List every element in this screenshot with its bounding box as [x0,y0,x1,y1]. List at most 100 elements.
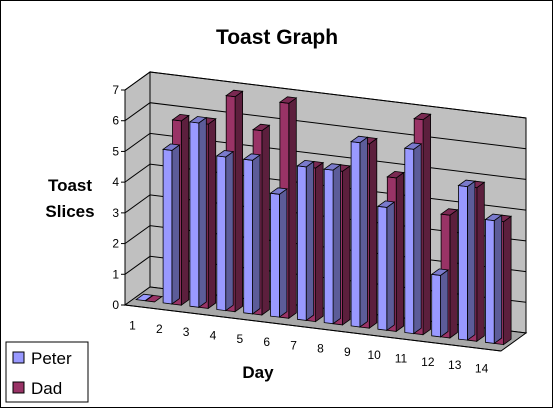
bar-top [350,135,369,144]
bar-side [493,214,503,345]
y-tick-label: 1 [112,267,119,281]
bar-peter-day-10 [376,200,396,332]
x-tick-label: 14 [475,361,489,375]
bar-side [225,150,234,312]
bar-peter-day-2 [162,143,181,305]
bar-side [234,90,244,313]
bar-peter-day-7 [296,159,315,322]
legend-swatch-dad [12,381,25,394]
bar-side [198,116,207,309]
x-tick-label: 3 [183,325,190,339]
y-axis-label-line-2: Slices [45,202,94,221]
x-tick-label: 13 [448,358,462,372]
chart-title: Toast Graph [216,26,338,49]
bar-side [413,143,422,335]
bar-peter-day-6 [269,187,288,318]
bar-top [484,213,503,222]
bar-peter-day-8 [323,163,342,325]
bar-peter-day-4 [215,150,235,312]
x-axis-line [124,304,502,352]
bar-top [457,179,476,188]
bar-side [278,188,288,318]
bar-side [207,118,217,310]
legend-label-dad: Dad [31,379,62,398]
bar-side [252,154,261,315]
grid-line [124,102,527,150]
bar-top [252,123,271,132]
y-axis-label-line-1: Toast [48,176,92,195]
y-tick-label: 0 [112,298,119,312]
y-tick-label: 5 [112,144,119,158]
bar-side [288,97,297,320]
bar-top [403,142,423,150]
y-tick-label: 7 [112,83,119,97]
bar-front [216,155,227,312]
bar-front [162,148,173,305]
bar-peter-day-1 [135,293,154,302]
x-tick-label: 5 [237,332,244,346]
bar-top [162,143,181,151]
y-tick-label: 3 [112,206,119,220]
x-tick-label: 8 [317,342,324,356]
y-tick-label: 6 [112,114,119,128]
bar-top [135,293,154,302]
bar-top [278,96,298,104]
bar-peter-day-13 [457,179,476,341]
bar-front [484,219,495,344]
bar-peter-day-3 [188,116,208,309]
bar-side [422,113,432,336]
bar-side [449,209,458,339]
bar-top [386,170,405,179]
bar-front [404,147,415,335]
bar-front [270,192,280,318]
x-tick-label: 7 [290,338,297,352]
bar-front [189,121,200,308]
grid-line [124,71,527,119]
bar-top [440,208,459,216]
bar-front [323,168,334,325]
bar-peter-day-12 [430,268,450,338]
bar-side [395,171,405,333]
bar-peter-day-9 [350,135,369,328]
bar-peter-day-5 [242,153,262,315]
legend: Peter Dad [5,341,89,403]
bar-side [440,269,449,338]
bar-side [342,165,351,326]
bar-side [171,144,180,305]
bar-side [476,181,485,343]
bar-top [171,113,190,122]
bar-top [242,153,262,161]
x-tick-label: 9 [344,345,351,359]
bar-dad-day-12 [440,208,459,339]
x-axis-label: Day [242,363,274,382]
bar-side [466,180,476,341]
x-tick-label: 11 [395,352,408,366]
bar-side [332,163,342,325]
y-tick-labels: 0 1 2 3 4 5 6 7 [112,83,125,312]
bar-top [215,150,235,158]
legend-label-peter: Peter [31,349,72,368]
x-tick-label: 2 [156,322,163,336]
x-tick-label: 12 [421,355,435,369]
y-tick-label: 4 [112,175,119,189]
bar-top [323,163,342,171]
x-tick-label: 10 [367,348,381,362]
bar-front [458,185,468,341]
bar-peter-day-11 [403,142,423,335]
x-tick-labels: 1 2 3 4 5 6 7 8 9 10 11 12 13 14 [124,304,502,375]
bar-side [359,136,368,328]
bar-peter-day-14 [484,213,503,345]
side-wall [124,71,151,306]
y-tick-label: 2 [112,237,119,251]
bar-top [413,112,432,121]
bar-top [188,116,208,124]
x-tick-label: 4 [210,329,217,343]
bar-side [180,114,190,306]
bar-top [376,200,396,208]
bar-side [261,124,270,316]
bar-top [296,159,315,168]
bar-front [350,141,361,328]
bar-front [377,205,388,331]
bar-side [368,137,378,329]
